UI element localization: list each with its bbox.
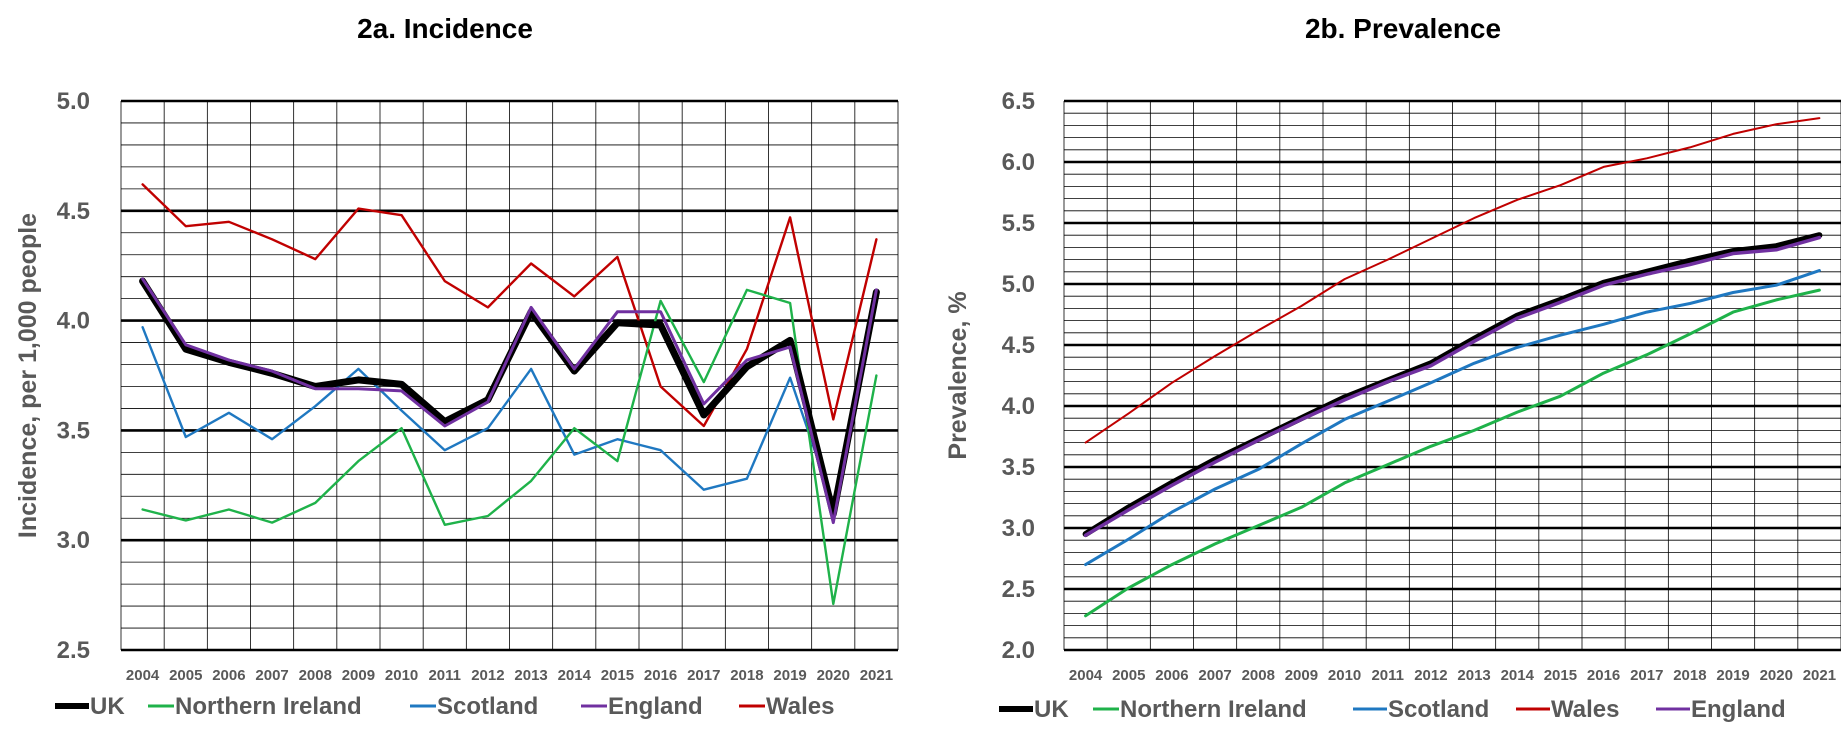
prevalence-x-tick-label: 2014 — [1501, 667, 1535, 684]
incidence-y-tick-label: 2.5 — [57, 637, 90, 664]
prevalence-y-tick-label: 6.0 — [1002, 149, 1035, 176]
prevalence-y-tick-label: 6.5 — [1002, 88, 1035, 115]
incidence-series-line-england — [141, 277, 878, 525]
prevalence-y-tick-label: 5.0 — [1002, 271, 1035, 298]
prevalence-legend-label-uk: UK — [1034, 696, 1069, 723]
incidence-series-line-scotland — [141, 293, 878, 507]
prevalence-legend-label-scotland: Scotland — [1388, 696, 1489, 723]
prevalence-x-tick-label: 2011 — [1371, 667, 1404, 684]
incidence-x-tick-label: 2021 — [860, 667, 893, 684]
prevalence-x-tick-label: 2013 — [1457, 667, 1490, 684]
incidence-y-tick-label: 4.0 — [57, 308, 90, 335]
prevalence-x-tick-label: 2006 — [1155, 667, 1188, 684]
prevalence-series-line-scotland — [1084, 269, 1821, 567]
incidence-x-tick-label: 2009 — [342, 667, 375, 684]
incidence-y-tick-label: 4.5 — [57, 198, 90, 225]
incidence-x-tick-label: 2013 — [514, 667, 547, 684]
incidence-x-tick-label: 2018 — [730, 667, 763, 684]
prevalence-x-tick-label: 2018 — [1673, 667, 1706, 684]
incidence-y-tick-label: 5.0 — [57, 88, 90, 115]
incidence-x-tick-label: 2006 — [212, 667, 245, 684]
incidence-x-tick-label: 2015 — [601, 667, 634, 684]
incidence-legend-label-wales: Wales — [766, 693, 834, 720]
prevalence-legend-label-england: England — [1691, 696, 1786, 723]
prevalence-x-tick-label: 2009 — [1285, 667, 1318, 684]
prevalence-series-line-uk — [1082, 232, 1823, 538]
incidence-x-tick-label: 2012 — [471, 667, 504, 684]
incidence-x-tick-label: 2017 — [687, 667, 720, 684]
prevalence-legend-label-wales: Wales — [1551, 696, 1619, 723]
incidence-x-tick-label: 2020 — [817, 667, 850, 684]
incidence-legend-label-england: England — [608, 693, 703, 720]
prevalence-x-tick-label: 2004 — [1069, 667, 1103, 684]
incidence-x-tick-label: 2005 — [169, 667, 202, 684]
prevalence-y-tick-label: 5.5 — [1002, 210, 1035, 237]
prevalence-y-tick-label: 2.0 — [1002, 637, 1035, 664]
incidence-y-axis-label: Incidence, per 1,000 people — [14, 213, 42, 538]
prevalence-x-tick-label: 2016 — [1587, 667, 1620, 684]
incidence-x-tick-label: 2007 — [255, 667, 288, 684]
prevalence-y-tick-label: 3.0 — [1002, 515, 1035, 542]
incidence-x-tick-label: 2011 — [428, 667, 461, 684]
prevalence-x-tick-label: 2019 — [1716, 667, 1749, 684]
prevalence-series-line-england — [1083, 235, 1822, 538]
prevalence-y-tick-label: 2.5 — [1002, 576, 1035, 603]
incidence-y-tick-label: 3.5 — [57, 417, 90, 444]
incidence-x-tick-label: 2008 — [299, 667, 332, 684]
incidence-x-tick-label: 2014 — [558, 667, 592, 684]
incidence-legend-label-northern-ireland: Northern Ireland — [175, 693, 362, 720]
prevalence-y-axis-label: Prevalence, % — [944, 291, 972, 459]
prevalence-y-tick-label: 4.0 — [1002, 393, 1035, 420]
prevalence-series-line-wales — [1084, 117, 1821, 444]
prevalence-x-tick-label: 2015 — [1544, 667, 1577, 684]
incidence-x-tick-label: 2019 — [773, 667, 806, 684]
prevalence-x-tick-label: 2020 — [1760, 667, 1793, 684]
incidence-y-tick-label: 3.0 — [57, 527, 90, 554]
incidence-legend-label-uk: UK — [90, 693, 125, 720]
prevalence-y-tick-label: 4.5 — [1002, 332, 1035, 359]
prevalence-x-tick-label: 2010 — [1328, 667, 1361, 684]
incidence-legend-label-scotland: Scotland — [437, 693, 538, 720]
prevalence-legend-label-northern-ireland: Northern Ireland — [1120, 696, 1307, 723]
prevalence-x-tick-label: 2005 — [1112, 667, 1145, 684]
prevalence-x-tick-label: 2021 — [1803, 667, 1836, 684]
prevalence-x-tick-label: 2017 — [1630, 667, 1663, 684]
prevalence-x-tick-label: 2007 — [1198, 667, 1231, 684]
prevalence-series-line-northern-ireland — [1084, 288, 1821, 618]
incidence-chart-title: 2a. Incidence — [357, 13, 533, 44]
prevalence-chart-title: 2b. Prevalence — [1305, 13, 1501, 44]
prevalence-x-tick-label: 2012 — [1414, 667, 1447, 684]
incidence-x-tick-label: 2010 — [385, 667, 418, 684]
prevalence-y-tick-label: 3.5 — [1002, 454, 1035, 481]
prevalence-x-tick-label: 2008 — [1242, 667, 1275, 684]
incidence-series-line-northern-ireland — [141, 288, 878, 606]
incidence-x-tick-label: 2016 — [644, 667, 677, 684]
incidence-x-tick-label: 2004 — [126, 667, 160, 684]
incidence-series-line-wales — [141, 183, 878, 428]
